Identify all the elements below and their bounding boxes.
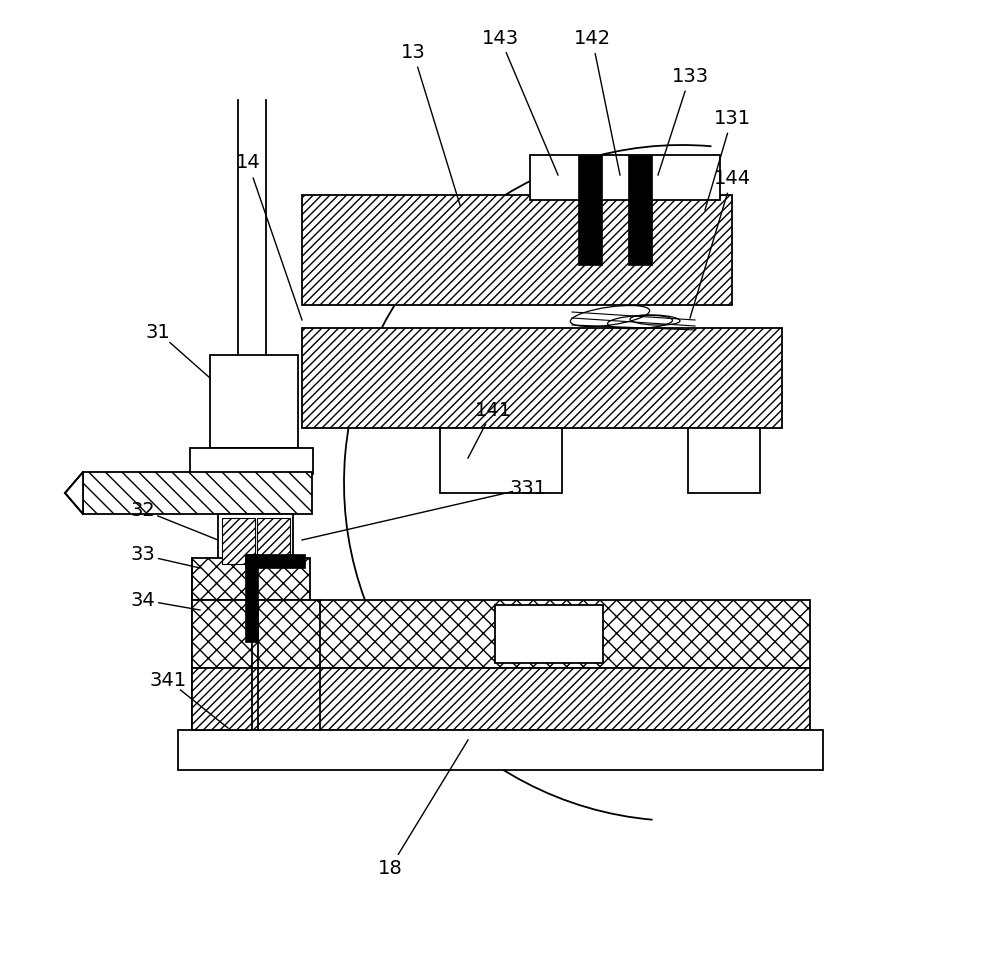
Bar [83,472,312,514]
Bar [218,514,293,568]
Text: 144: 144 [713,168,750,188]
Text: 32: 32 [130,501,155,520]
Text: 131: 131 [713,108,750,127]
Bar [192,600,810,668]
Bar [302,195,732,305]
Text: 34: 34 [130,590,155,610]
Bar [178,730,823,770]
Polygon shape [65,472,83,514]
Text: 142: 142 [574,29,610,48]
Bar [302,328,782,428]
Bar [440,428,562,493]
Bar [190,448,313,474]
Text: 133: 133 [671,66,708,85]
Bar [192,600,252,668]
Text: 341: 341 [149,671,186,689]
Bar [192,668,252,730]
Bar [192,668,810,730]
Text: 33: 33 [130,545,155,565]
Bar [192,558,310,600]
Bar [210,355,298,448]
Bar [530,155,720,200]
Bar [578,155,602,265]
Text: 331: 331 [509,478,546,498]
Bar [245,554,305,568]
Bar [245,554,258,642]
Bar [257,518,290,564]
Text: 31: 31 [145,323,171,342]
Text: 143: 143 [482,29,519,48]
Bar [688,428,760,493]
Text: 13: 13 [400,42,426,61]
Text: 18: 18 [378,858,402,878]
Text: 14: 14 [235,153,260,172]
Bar [495,605,603,663]
Text: 141: 141 [475,400,511,419]
Bar [222,518,255,564]
Bar [628,155,652,265]
